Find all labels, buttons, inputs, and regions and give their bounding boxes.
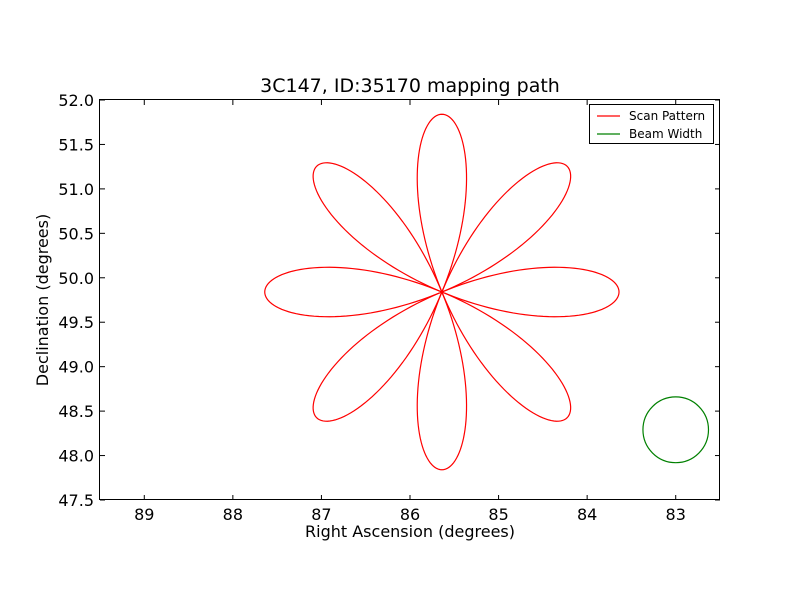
legend-label-scan-pattern: Scan Pattern bbox=[629, 109, 705, 123]
y-tick-label: 48.5 bbox=[58, 402, 94, 421]
scan-petal-8 bbox=[441, 162, 572, 293]
x-tick-label: 88 bbox=[223, 505, 243, 524]
y-tick-label: 52.0 bbox=[58, 91, 94, 110]
y-tick-label: 49.0 bbox=[58, 358, 94, 377]
x-axis-label: Right Ascension (degrees) bbox=[305, 522, 515, 541]
y-axis-label: Declination (degrees) bbox=[33, 214, 52, 386]
x-tick-label: 83 bbox=[666, 505, 686, 524]
x-tick-label: 87 bbox=[311, 505, 331, 524]
y-tick-label: 51.5 bbox=[58, 135, 94, 154]
plot-marks bbox=[264, 113, 710, 471]
y-tick-label: 49.5 bbox=[58, 313, 94, 332]
x-tick-label: 86 bbox=[400, 505, 420, 524]
y-tick-label: 51.0 bbox=[58, 180, 94, 199]
scan-petal-6 bbox=[441, 291, 572, 422]
scan-petal-4 bbox=[312, 291, 443, 422]
scan-petal-1 bbox=[416, 113, 468, 293]
legend-box bbox=[589, 104, 714, 144]
y-tick-label: 50.0 bbox=[58, 269, 94, 288]
x-tick-label: 85 bbox=[488, 505, 508, 524]
scan-petal-7 bbox=[441, 266, 620, 318]
x-tick-label: 84 bbox=[577, 505, 597, 524]
y-ticks: 47.5 48.0 48.5 49.0 49.5 50.0 50.5 51.0 51.5 52.0 bbox=[58, 91, 720, 510]
y-tick-label: 50.5 bbox=[58, 224, 94, 243]
y-tick-label: 48.0 bbox=[58, 447, 94, 466]
scan-petal-3 bbox=[264, 266, 443, 318]
scan-petal-5 bbox=[416, 291, 468, 471]
x-ticks: 89 88 87 86 85 84 83 bbox=[134, 100, 686, 524]
legend-label-beam-width: Beam Width bbox=[629, 127, 702, 141]
legend: Scan Pattern Beam Width bbox=[589, 104, 714, 144]
chart-title: 3C147, ID:35170 mapping path bbox=[260, 75, 560, 97]
scan-petal-2 bbox=[312, 162, 443, 293]
beam-width-circle bbox=[642, 396, 710, 464]
x-tick-label: 89 bbox=[134, 505, 154, 524]
y-tick-label: 47.5 bbox=[58, 491, 94, 510]
